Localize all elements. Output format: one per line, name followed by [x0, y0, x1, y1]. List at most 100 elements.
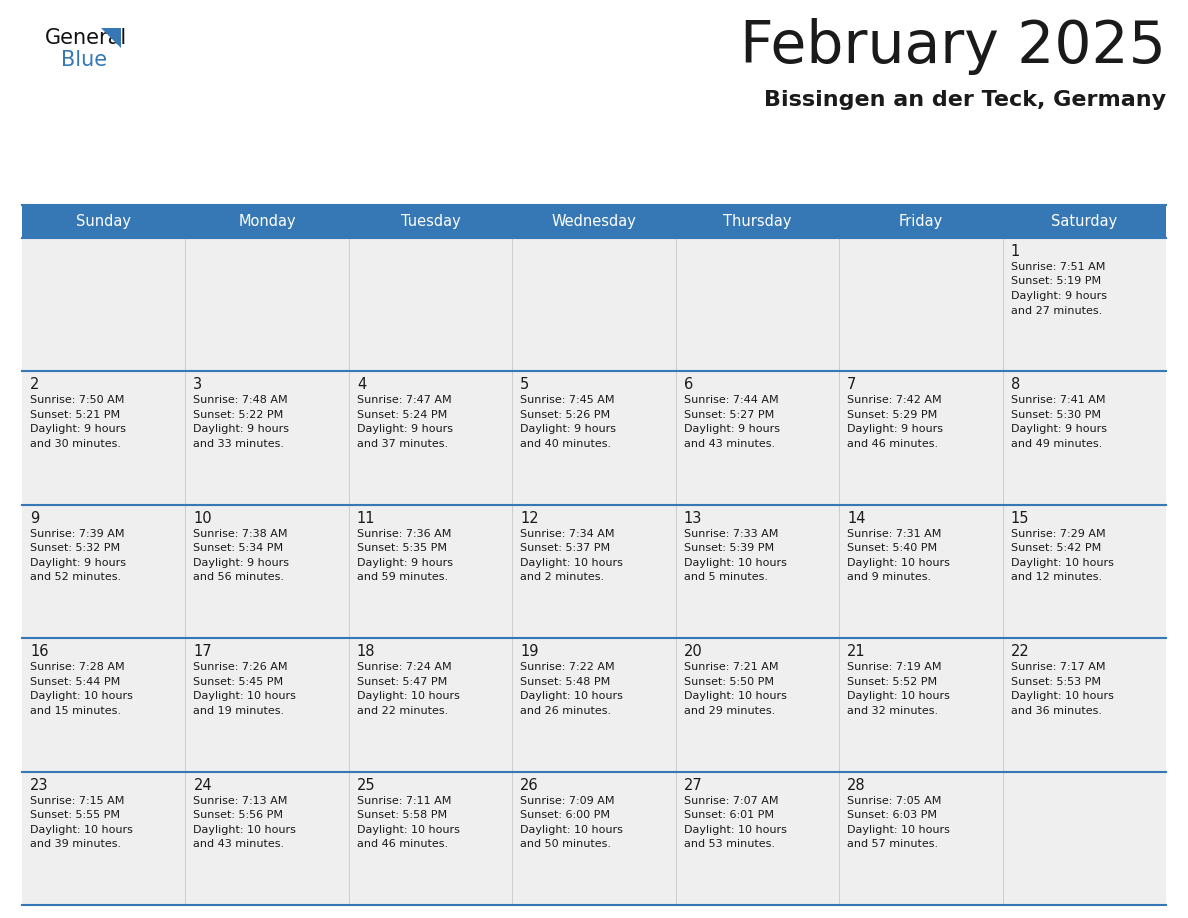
Text: 21: 21 [847, 644, 866, 659]
Text: Daylight: 10 hours: Daylight: 10 hours [684, 691, 786, 701]
Bar [839, 205, 1003, 238]
Text: and 12 minutes.: and 12 minutes. [1011, 572, 1101, 582]
Bar [185, 372, 349, 505]
Text: Daylight: 10 hours: Daylight: 10 hours [520, 824, 624, 834]
Text: and 52 minutes.: and 52 minutes. [30, 572, 121, 582]
Text: 16: 16 [30, 644, 49, 659]
Bar [839, 238, 1003, 372]
Text: Sunrise: 7:38 AM: Sunrise: 7:38 AM [194, 529, 287, 539]
Text: Sunrise: 7:26 AM: Sunrise: 7:26 AM [194, 662, 287, 672]
Text: 23: 23 [30, 778, 49, 792]
Text: 28: 28 [847, 778, 866, 792]
Bar [839, 505, 1003, 638]
Text: and 27 minutes.: and 27 minutes. [1011, 306, 1101, 316]
Text: Sunrise: 7:15 AM: Sunrise: 7:15 AM [30, 796, 125, 806]
Text: 8: 8 [1011, 377, 1019, 392]
Text: Sunset: 5:19 PM: Sunset: 5:19 PM [1011, 276, 1101, 286]
Text: Sunset: 5:56 PM: Sunset: 5:56 PM [194, 810, 284, 820]
Bar [676, 238, 839, 372]
Bar [1003, 238, 1165, 372]
Bar [676, 205, 839, 238]
Text: Sunset: 5:47 PM: Sunset: 5:47 PM [356, 677, 447, 687]
Text: Sunset: 5:27 PM: Sunset: 5:27 PM [684, 410, 773, 420]
Text: Sunrise: 7:17 AM: Sunrise: 7:17 AM [1011, 662, 1105, 672]
Text: 14: 14 [847, 510, 866, 526]
Text: Daylight: 9 hours: Daylight: 9 hours [194, 558, 290, 568]
Text: 12: 12 [520, 510, 539, 526]
Text: Sunset: 5:24 PM: Sunset: 5:24 PM [356, 410, 447, 420]
Text: Blue: Blue [61, 50, 107, 70]
Text: Sunrise: 7:29 AM: Sunrise: 7:29 AM [1011, 529, 1105, 539]
Text: Sunset: 5:53 PM: Sunset: 5:53 PM [1011, 677, 1100, 687]
Bar [676, 772, 839, 905]
Text: Sunset: 5:44 PM: Sunset: 5:44 PM [30, 677, 120, 687]
Text: Daylight: 9 hours: Daylight: 9 hours [356, 424, 453, 434]
Bar [349, 505, 512, 638]
Text: Daylight: 9 hours: Daylight: 9 hours [30, 424, 126, 434]
Text: Daylight: 9 hours: Daylight: 9 hours [194, 424, 290, 434]
Text: Daylight: 10 hours: Daylight: 10 hours [684, 558, 786, 568]
Text: Sunday: Sunday [76, 214, 131, 229]
Text: Daylight: 10 hours: Daylight: 10 hours [520, 558, 624, 568]
Text: Daylight: 10 hours: Daylight: 10 hours [194, 691, 296, 701]
Text: and 57 minutes.: and 57 minutes. [847, 839, 939, 849]
Text: February 2025: February 2025 [740, 18, 1165, 75]
Text: 17: 17 [194, 644, 211, 659]
Text: Sunset: 5:39 PM: Sunset: 5:39 PM [684, 543, 773, 554]
Bar [676, 638, 839, 772]
Text: Sunrise: 7:33 AM: Sunrise: 7:33 AM [684, 529, 778, 539]
Text: Sunrise: 7:50 AM: Sunrise: 7:50 AM [30, 396, 125, 406]
Text: Sunset: 6:00 PM: Sunset: 6:00 PM [520, 810, 611, 820]
Text: 10: 10 [194, 510, 211, 526]
Text: and 56 minutes.: and 56 minutes. [194, 572, 284, 582]
Text: Sunrise: 7:09 AM: Sunrise: 7:09 AM [520, 796, 614, 806]
Text: Sunrise: 7:07 AM: Sunrise: 7:07 AM [684, 796, 778, 806]
Text: 20: 20 [684, 644, 702, 659]
Text: Sunset: 5:35 PM: Sunset: 5:35 PM [356, 543, 447, 554]
Bar [185, 638, 349, 772]
Text: 5: 5 [520, 377, 530, 392]
Text: and 46 minutes.: and 46 minutes. [847, 439, 939, 449]
Text: Sunset: 5:40 PM: Sunset: 5:40 PM [847, 543, 937, 554]
Text: Daylight: 10 hours: Daylight: 10 hours [1011, 691, 1113, 701]
Bar [512, 638, 676, 772]
Bar [839, 372, 1003, 505]
Bar [349, 238, 512, 372]
Text: 25: 25 [356, 778, 375, 792]
Text: General: General [45, 28, 127, 48]
Bar [349, 772, 512, 905]
Text: and 59 minutes.: and 59 minutes. [356, 572, 448, 582]
Text: Sunrise: 7:31 AM: Sunrise: 7:31 AM [847, 529, 942, 539]
Text: 19: 19 [520, 644, 539, 659]
Bar [839, 772, 1003, 905]
Text: Daylight: 10 hours: Daylight: 10 hours [30, 824, 133, 834]
Text: Sunrise: 7:36 AM: Sunrise: 7:36 AM [356, 529, 451, 539]
Text: 1: 1 [1011, 244, 1019, 259]
Text: Sunset: 5:48 PM: Sunset: 5:48 PM [520, 677, 611, 687]
Text: 6: 6 [684, 377, 693, 392]
Bar [512, 205, 676, 238]
Text: Sunset: 5:30 PM: Sunset: 5:30 PM [1011, 410, 1100, 420]
Text: 4: 4 [356, 377, 366, 392]
Text: Sunset: 5:45 PM: Sunset: 5:45 PM [194, 677, 284, 687]
Text: Sunset: 5:58 PM: Sunset: 5:58 PM [356, 810, 447, 820]
Bar [512, 772, 676, 905]
Text: 7: 7 [847, 377, 857, 392]
Bar [512, 238, 676, 372]
Text: Daylight: 10 hours: Daylight: 10 hours [1011, 558, 1113, 568]
Text: Daylight: 9 hours: Daylight: 9 hours [356, 558, 453, 568]
Text: Sunrise: 7:51 AM: Sunrise: 7:51 AM [1011, 262, 1105, 272]
Bar [185, 772, 349, 905]
Text: Tuesday: Tuesday [400, 214, 461, 229]
Bar [512, 505, 676, 638]
Text: Daylight: 9 hours: Daylight: 9 hours [684, 424, 779, 434]
Text: Daylight: 10 hours: Daylight: 10 hours [684, 824, 786, 834]
Text: 11: 11 [356, 510, 375, 526]
Text: Sunrise: 7:21 AM: Sunrise: 7:21 AM [684, 662, 778, 672]
Text: Sunset: 5:21 PM: Sunset: 5:21 PM [30, 410, 120, 420]
Text: and 46 minutes.: and 46 minutes. [356, 839, 448, 849]
Text: Sunset: 5:37 PM: Sunset: 5:37 PM [520, 543, 611, 554]
Bar [1003, 505, 1165, 638]
Text: Sunrise: 7:11 AM: Sunrise: 7:11 AM [356, 796, 451, 806]
Text: Sunrise: 7:45 AM: Sunrise: 7:45 AM [520, 396, 614, 406]
